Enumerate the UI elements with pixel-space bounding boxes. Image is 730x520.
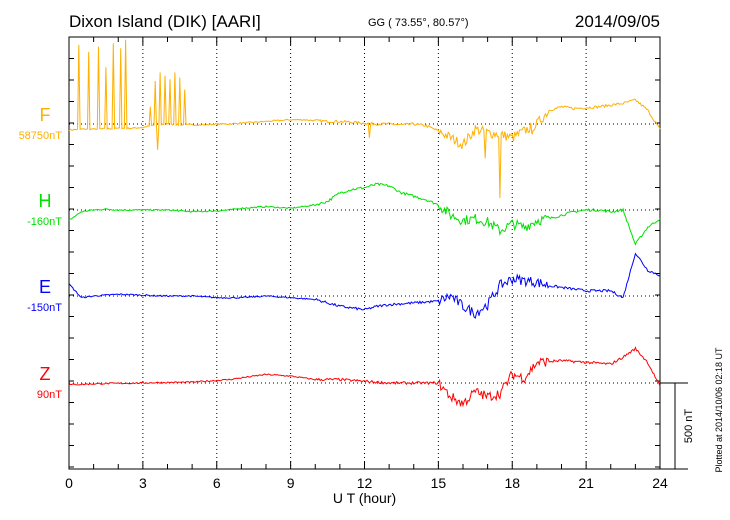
station-title: Dixon Island (DIK) [AARI] xyxy=(69,12,261,31)
series-name-H: H xyxy=(39,191,52,211)
x-tick-label: 9 xyxy=(287,475,295,491)
series-line-Z xyxy=(68,346,661,408)
x-tick-label: 0 xyxy=(65,475,73,491)
date-label: 2014/09/05 xyxy=(575,12,660,31)
series-name-E: E xyxy=(39,277,51,297)
x-tick-label: 12 xyxy=(357,475,373,491)
series-baseline-E: -150nT xyxy=(27,302,62,314)
x-tick-label: 18 xyxy=(504,475,520,491)
series-baseline-Z: 90nT xyxy=(37,389,62,401)
series-name-F: F xyxy=(40,105,51,125)
series-baseline-F: 58750nT xyxy=(19,130,63,142)
x-tick-label: 21 xyxy=(578,475,594,491)
x-tick-label: 24 xyxy=(652,475,668,491)
station-coords: GG ( 73.55°, 80.57°) xyxy=(368,17,469,29)
plotted-timestamp: Plotted at 2014/10/06 02:18 UT xyxy=(714,347,724,473)
x-tick-label: 15 xyxy=(431,475,447,491)
series-line-F xyxy=(68,39,661,199)
series-line-E xyxy=(68,252,661,319)
x-axis-label: U T (hour) xyxy=(333,490,396,506)
x-tick-label: 3 xyxy=(139,475,147,491)
series-line-H xyxy=(68,182,661,247)
x-tick-label: 6 xyxy=(213,475,221,491)
series-baseline-H: -160nT xyxy=(27,216,62,228)
series-name-Z: Z xyxy=(40,364,51,384)
scale-bar-label: 500 nT xyxy=(683,409,695,444)
